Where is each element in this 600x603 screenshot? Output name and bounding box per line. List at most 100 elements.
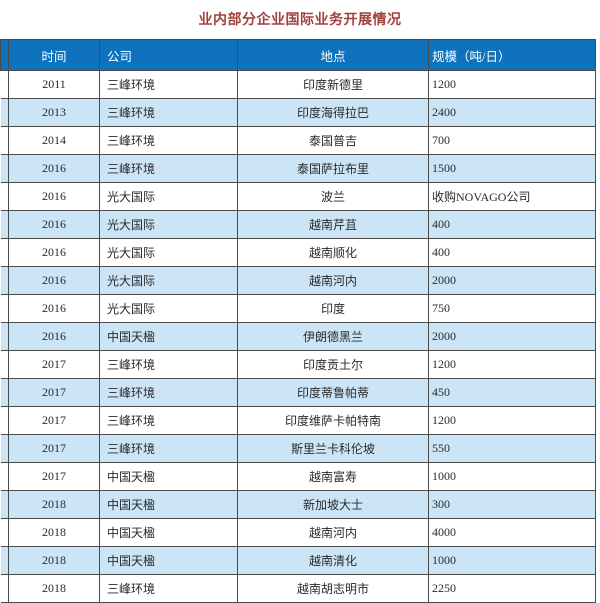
cell-company: 三峰环境 bbox=[99, 350, 238, 379]
table-row: 2013 三峰环境 印度海得拉巴 2400 bbox=[0, 98, 596, 127]
cell-location: 越南芹苴 bbox=[237, 210, 429, 239]
cell-location: 越南河内 bbox=[237, 518, 429, 547]
table-row: 2017 中国天楹 越南富寿 1000 bbox=[0, 462, 596, 491]
row-edge-cell bbox=[0, 518, 9, 547]
cell-location: 越南富寿 bbox=[237, 462, 429, 491]
cell-scale: 2250 bbox=[428, 574, 596, 603]
cell-scale: 1200 bbox=[428, 70, 596, 99]
cell-location: 越南清化 bbox=[237, 546, 429, 575]
cell-year: 2017 bbox=[8, 406, 100, 435]
header-row: 时间 公司 地点 规模（吨/日） bbox=[0, 39, 596, 71]
table-row: 2018 中国天楹 越南清化 1000 bbox=[0, 546, 596, 575]
cell-location: 印度蒂鲁帕蒂 bbox=[237, 378, 429, 407]
table-row: 2017 三峰环境 印度贡土尔 1200 bbox=[0, 350, 596, 379]
cell-scale: 2000 bbox=[428, 322, 596, 351]
cell-company: 三峰环境 bbox=[99, 406, 238, 435]
table-row: 2016 光大国际 越南河内 2000 bbox=[0, 266, 596, 295]
cell-company: 光大国际 bbox=[99, 238, 238, 267]
table-row: 2017 三峰环境 斯里兰卡科伦坡 550 bbox=[0, 434, 596, 463]
table-row: 2016 光大国际 印度 750 bbox=[0, 294, 596, 323]
cell-company: 中国天楹 bbox=[99, 462, 238, 491]
cell-year: 2018 bbox=[8, 574, 100, 603]
cell-company: 中国天楹 bbox=[99, 490, 238, 519]
header-company: 公司 bbox=[99, 39, 238, 71]
table-row: 2016 中国天楹 伊朗德黑兰 2000 bbox=[0, 322, 596, 351]
cell-location: 印度 bbox=[237, 294, 429, 323]
cell-company: 三峰环境 bbox=[99, 378, 238, 407]
row-edge-cell bbox=[0, 238, 9, 267]
table-row: 2016 光大国际 波兰 收购NOVAGO公司 bbox=[0, 182, 596, 211]
cell-year: 2014 bbox=[8, 126, 100, 155]
cell-company: 中国天楹 bbox=[99, 322, 238, 351]
header-scale: 规模（吨/日） bbox=[428, 39, 596, 71]
cell-location: 新加坡大士 bbox=[237, 490, 429, 519]
row-edge-cell bbox=[0, 294, 9, 323]
header-time: 时间 bbox=[8, 39, 100, 71]
cell-location: 波兰 bbox=[237, 182, 429, 211]
cell-year: 2018 bbox=[8, 546, 100, 575]
cell-company: 光大国际 bbox=[99, 210, 238, 239]
header-edge-cell bbox=[0, 39, 9, 71]
table-row: 2014 三峰环境 泰国普吉 700 bbox=[0, 126, 596, 155]
cell-year: 2017 bbox=[8, 434, 100, 463]
table-row: 2016 三峰环境 泰国萨拉布里 1500 bbox=[0, 154, 596, 183]
international-business-table: 时间 公司 地点 规模（吨/日） 2011 三峰环境 印度新德里 1200 2013 三峰… bbox=[0, 39, 596, 603]
row-edge-cell bbox=[0, 154, 9, 183]
cell-scale: 2400 bbox=[428, 98, 596, 127]
cell-company: 三峰环境 bbox=[99, 98, 238, 127]
row-edge-cell bbox=[0, 406, 9, 435]
cell-scale: 1200 bbox=[428, 406, 596, 435]
cell-scale: 750 bbox=[428, 294, 596, 323]
cell-scale: 550 bbox=[428, 434, 596, 463]
cell-location: 印度新德里 bbox=[237, 70, 429, 99]
cell-location: 印度维萨卡帕特南 bbox=[237, 406, 429, 435]
cell-company: 三峰环境 bbox=[99, 126, 238, 155]
cell-scale: 4000 bbox=[428, 518, 596, 547]
header-location: 地点 bbox=[237, 39, 429, 71]
cell-year: 2016 bbox=[8, 294, 100, 323]
table-row: 2016 光大国际 越南顺化 400 bbox=[0, 238, 596, 267]
cell-location: 越南胡志明市 bbox=[237, 574, 429, 603]
table-title: 业内部分企业国际业务开展情况 bbox=[198, 13, 402, 28]
table-row: 2016 光大国际 越南芹苴 400 bbox=[0, 210, 596, 239]
row-edge-cell bbox=[0, 70, 9, 99]
cell-year: 2016 bbox=[8, 266, 100, 295]
cell-location: 越南河内 bbox=[237, 266, 429, 295]
row-edge-cell bbox=[0, 350, 9, 379]
cell-year: 2016 bbox=[8, 322, 100, 351]
table-row: 2011 三峰环境 印度新德里 1200 bbox=[0, 70, 596, 99]
cell-year: 2017 bbox=[8, 378, 100, 407]
cell-scale: 1000 bbox=[428, 462, 596, 491]
cell-company: 光大国际 bbox=[99, 266, 238, 295]
cell-company: 三峰环境 bbox=[99, 70, 238, 99]
cell-scale: 450 bbox=[428, 378, 596, 407]
cell-scale: 2000 bbox=[428, 266, 596, 295]
cell-year: 2013 bbox=[8, 98, 100, 127]
cell-company: 光大国际 bbox=[99, 294, 238, 323]
row-edge-cell bbox=[0, 462, 9, 491]
cell-location: 伊朗德黑兰 bbox=[237, 322, 429, 351]
cell-year: 2018 bbox=[8, 518, 100, 547]
table-row: 2018 中国天楹 新加坡大士 300 bbox=[0, 490, 596, 519]
row-edge-cell bbox=[0, 182, 9, 211]
cell-year: 2017 bbox=[8, 350, 100, 379]
row-edge-cell bbox=[0, 490, 9, 519]
cell-scale: 1000 bbox=[428, 546, 596, 575]
row-edge-cell bbox=[0, 574, 9, 603]
cell-year: 2016 bbox=[8, 210, 100, 239]
cell-year: 2016 bbox=[8, 154, 100, 183]
row-edge-cell bbox=[0, 126, 9, 155]
cell-company: 光大国际 bbox=[99, 182, 238, 211]
cell-scale: 1200 bbox=[428, 350, 596, 379]
table-row: 2017 三峰环境 印度蒂鲁帕蒂 450 bbox=[0, 378, 596, 407]
cell-year: 2016 bbox=[8, 238, 100, 267]
cell-location: 泰国普吉 bbox=[237, 126, 429, 155]
cell-scale: 300 bbox=[428, 490, 596, 519]
row-edge-cell bbox=[0, 210, 9, 239]
cell-location: 泰国萨拉布里 bbox=[237, 154, 429, 183]
cell-scale: 1500 bbox=[428, 154, 596, 183]
cell-company: 三峰环境 bbox=[99, 574, 238, 603]
row-edge-cell bbox=[0, 546, 9, 575]
cell-company: 中国天楹 bbox=[99, 518, 238, 547]
cell-year: 2011 bbox=[8, 70, 100, 99]
